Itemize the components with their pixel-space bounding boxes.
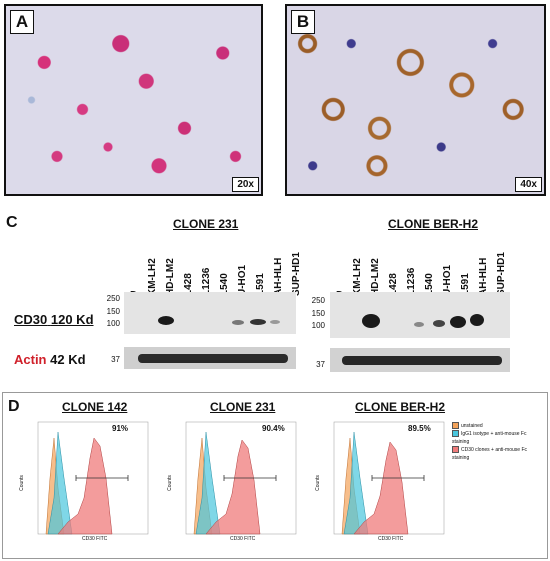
flow-percent-clone-berh2: 89.5% <box>408 424 431 433</box>
mw-250-2: 250 <box>311 296 325 305</box>
mw-150-2: 150 <box>311 309 325 318</box>
lane-label-hdlm2: HD-LM2 <box>165 258 176 296</box>
cd30-label: CD30 120 Kd <box>14 312 94 327</box>
panel-c-label: C <box>6 214 18 231</box>
lane-label-suphd1-2: SUP-HD1 <box>496 252 507 296</box>
panel-c-clone-231-title: CLONE 231 <box>173 217 239 231</box>
mw-37: 37 <box>111 355 120 364</box>
actin-blot-clone-berh2 <box>330 348 510 372</box>
mw-250: 250 <box>106 294 120 303</box>
flow-title-clone-231: CLONE 231 <box>210 400 276 414</box>
flow-plot-clone-berh2 <box>333 421 445 535</box>
flow-percent-clone-231: 90.4% <box>262 424 285 433</box>
panel-a-micrograph: A 20x <box>4 4 263 196</box>
panel-d-label: D <box>8 398 20 415</box>
lane-label-kmlh2: KM-LH2 <box>147 258 158 296</box>
lane-label-kmlh2-2: KM-LH2 <box>352 258 363 296</box>
flow-xlabel-clone-142: CD30 FITC <box>82 536 108 542</box>
actin-label: Actin 42 Kd <box>14 352 86 367</box>
lane-label-ahhlh: AH-HLH <box>273 257 284 296</box>
mw-100: 100 <box>106 319 120 328</box>
flow-title-clone-berh2: CLONE BER-H2 <box>355 400 446 414</box>
flow-ylabel-clone-231: Counts <box>166 475 173 491</box>
legend-item-cd30-clones: CD30 clones + anti-mouse Fc staining <box>452 446 528 461</box>
flow-ylabel-clone-berh2: Counts <box>314 475 321 491</box>
cd30-blot-clone-berh2 <box>330 292 510 338</box>
actin-blot-clone-231 <box>124 347 296 369</box>
flow-legend: unstained IgG1 isotype + anti-mouse Fc s… <box>452 422 544 462</box>
mw-37-2: 37 <box>316 360 325 369</box>
panel-c-clone-berh2-title: CLONE BER-H2 <box>388 217 479 231</box>
panel-a-magnification: 20x <box>232 177 259 192</box>
legend-item-isotype: IgG1 isotype + anti-mouse Fc staining <box>452 430 527 445</box>
mw-150: 150 <box>106 307 120 316</box>
lane-label-hdlm2-2: HD-LM2 <box>370 258 381 296</box>
lane-label-ahhlh-2: AH-HLH <box>478 257 489 296</box>
cd30-blot-clone-231 <box>124 292 296 334</box>
legend-item-unstained: unstained <box>452 422 544 430</box>
panel-a-label: A <box>10 10 34 34</box>
actin-name: Actin <box>14 352 47 367</box>
panel-b-label: B <box>291 10 315 34</box>
flow-title-clone-142: CLONE 142 <box>62 400 128 414</box>
panel-d-frame <box>2 392 548 559</box>
flow-xlabel-clone-berh2: CD30 FITC <box>378 536 404 542</box>
flow-plot-clone-142 <box>37 421 149 535</box>
flow-xlabel-clone-231: CD30 FITC <box>230 536 256 542</box>
panel-b-magnification: 40x <box>515 177 542 192</box>
flow-percent-clone-142: 91% <box>112 424 129 433</box>
cd30-name: CD30 <box>14 312 48 327</box>
actin-size: 42 Kd <box>50 352 86 367</box>
lane-label-suphd1: SUP-HD1 <box>291 252 302 296</box>
panel-b-micrograph: B 40x <box>285 4 546 196</box>
mw-100-2: 100 <box>311 321 325 330</box>
cd30-size: 120 Kd <box>50 312 94 327</box>
flow-plot-clone-231 <box>185 421 297 535</box>
flow-ylabel-clone-142: Counts <box>18 475 25 491</box>
